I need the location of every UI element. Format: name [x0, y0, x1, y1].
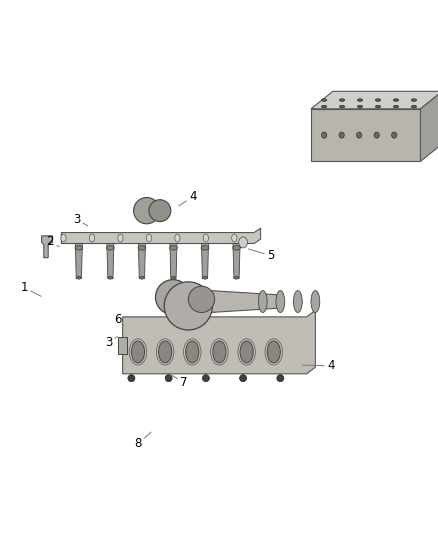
- Ellipse shape: [321, 132, 327, 138]
- Ellipse shape: [357, 132, 362, 138]
- Text: 4: 4: [302, 359, 335, 373]
- Circle shape: [188, 286, 215, 312]
- Polygon shape: [107, 244, 114, 279]
- Ellipse shape: [203, 234, 208, 242]
- Polygon shape: [123, 310, 315, 374]
- Ellipse shape: [138, 246, 146, 250]
- Ellipse shape: [75, 246, 83, 250]
- Ellipse shape: [232, 234, 237, 242]
- Ellipse shape: [234, 276, 239, 279]
- Polygon shape: [42, 236, 53, 258]
- Circle shape: [202, 375, 209, 382]
- Text: 7: 7: [171, 375, 188, 389]
- Polygon shape: [61, 228, 261, 244]
- Text: 4: 4: [179, 190, 197, 206]
- Ellipse shape: [146, 234, 152, 242]
- Ellipse shape: [321, 99, 327, 101]
- Ellipse shape: [411, 99, 417, 101]
- Ellipse shape: [106, 246, 114, 250]
- Circle shape: [149, 200, 171, 222]
- Ellipse shape: [375, 106, 381, 108]
- Circle shape: [240, 375, 247, 382]
- Ellipse shape: [170, 246, 177, 250]
- Ellipse shape: [108, 276, 113, 279]
- Polygon shape: [420, 91, 438, 161]
- Ellipse shape: [203, 276, 207, 279]
- Text: 6: 6: [113, 313, 124, 326]
- Ellipse shape: [233, 246, 240, 250]
- Ellipse shape: [239, 237, 247, 248]
- Ellipse shape: [393, 99, 399, 101]
- Ellipse shape: [118, 234, 123, 242]
- Ellipse shape: [267, 341, 280, 363]
- Polygon shape: [210, 290, 280, 312]
- Ellipse shape: [393, 106, 399, 108]
- Circle shape: [277, 375, 284, 382]
- Ellipse shape: [374, 132, 379, 138]
- Ellipse shape: [357, 99, 363, 101]
- Ellipse shape: [140, 276, 144, 279]
- Polygon shape: [170, 244, 177, 279]
- Ellipse shape: [258, 290, 267, 312]
- Text: 3: 3: [105, 336, 117, 349]
- Text: 1: 1: [20, 281, 41, 296]
- Ellipse shape: [357, 106, 363, 108]
- Circle shape: [128, 375, 135, 382]
- Polygon shape: [118, 336, 127, 354]
- Ellipse shape: [293, 290, 302, 312]
- Polygon shape: [311, 109, 420, 161]
- Ellipse shape: [339, 106, 345, 108]
- Ellipse shape: [240, 341, 253, 363]
- Ellipse shape: [175, 234, 180, 242]
- Polygon shape: [311, 91, 438, 109]
- Circle shape: [164, 282, 212, 330]
- Ellipse shape: [375, 99, 381, 101]
- Circle shape: [165, 375, 172, 382]
- Circle shape: [155, 280, 191, 314]
- Circle shape: [134, 198, 160, 224]
- Text: 8: 8: [134, 432, 151, 450]
- Ellipse shape: [276, 290, 285, 312]
- Ellipse shape: [186, 341, 199, 363]
- Ellipse shape: [339, 99, 345, 101]
- Ellipse shape: [392, 132, 397, 138]
- Ellipse shape: [411, 106, 417, 108]
- Ellipse shape: [61, 234, 66, 242]
- Ellipse shape: [171, 276, 176, 279]
- Polygon shape: [201, 244, 208, 279]
- Text: 5: 5: [248, 249, 274, 262]
- Ellipse shape: [159, 341, 172, 363]
- Ellipse shape: [89, 234, 95, 242]
- Ellipse shape: [77, 276, 81, 279]
- Ellipse shape: [339, 132, 344, 138]
- Polygon shape: [233, 244, 240, 279]
- Ellipse shape: [201, 246, 209, 250]
- Ellipse shape: [131, 341, 145, 363]
- Ellipse shape: [213, 341, 226, 363]
- Polygon shape: [75, 244, 82, 279]
- Text: 2: 2: [46, 235, 59, 248]
- Polygon shape: [138, 244, 145, 279]
- Ellipse shape: [321, 106, 327, 108]
- Text: 3: 3: [73, 213, 88, 226]
- Ellipse shape: [311, 290, 320, 312]
